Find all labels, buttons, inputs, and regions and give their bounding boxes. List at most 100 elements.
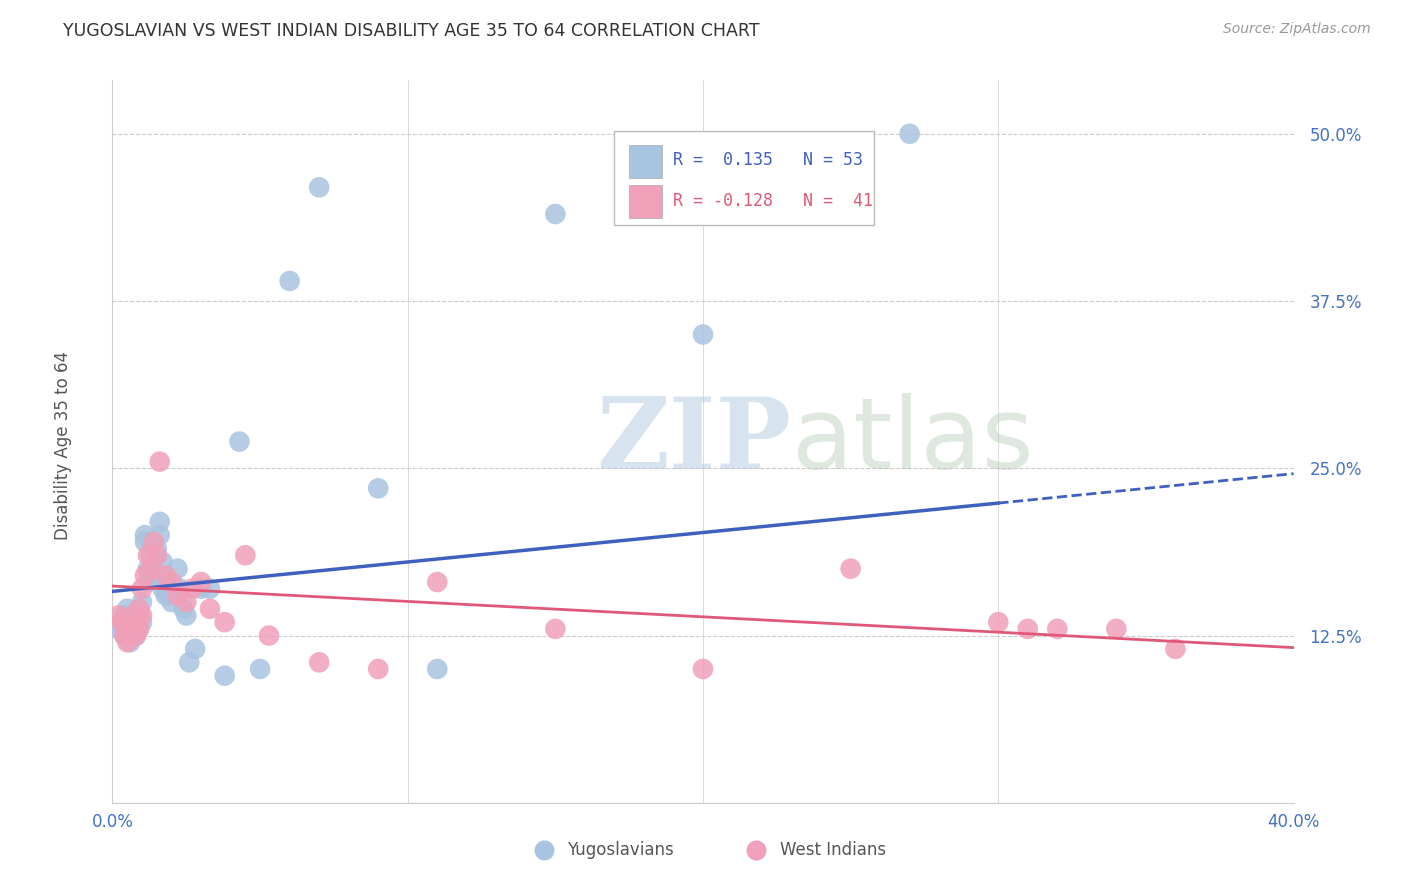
FancyBboxPatch shape: [628, 145, 662, 178]
Point: [136, 575, 159, 590]
Point: [367, 482, 389, 496]
Point: [898, 127, 921, 141]
Point: [426, 575, 449, 590]
Point: [134, 528, 156, 542]
Point: [233, 548, 256, 563]
Point: [131, 608, 153, 623]
Point: [110, 615, 132, 630]
Point: [1017, 622, 1039, 636]
Point: [120, 635, 142, 649]
Point: [257, 628, 280, 642]
FancyBboxPatch shape: [628, 185, 662, 218]
Point: [839, 562, 862, 576]
Text: R = -0.128   N =  41: R = -0.128 N = 41: [673, 192, 873, 210]
Point: [160, 595, 183, 609]
Point: [149, 528, 172, 542]
Point: [149, 515, 172, 529]
Point: [160, 575, 183, 590]
Point: [149, 455, 172, 469]
Point: [112, 628, 135, 642]
Point: [174, 595, 197, 609]
Point: [155, 575, 177, 590]
Point: [426, 662, 449, 676]
Point: [249, 662, 271, 676]
Point: [179, 655, 201, 669]
Point: [136, 548, 159, 563]
Point: [131, 582, 153, 596]
Point: [198, 582, 221, 596]
Point: [198, 602, 221, 616]
Point: [112, 628, 135, 642]
Point: [190, 582, 212, 596]
Point: [155, 589, 177, 603]
Text: Source: ZipAtlas.com: Source: ZipAtlas.com: [1223, 22, 1371, 37]
Point: [174, 608, 197, 623]
Point: [122, 622, 145, 636]
FancyBboxPatch shape: [614, 131, 875, 225]
Point: [125, 628, 148, 642]
Point: [544, 622, 567, 636]
Point: [146, 541, 169, 556]
Text: ZIP: ZIP: [596, 393, 792, 490]
Point: [125, 615, 148, 630]
Point: [214, 669, 236, 683]
Point: [181, 582, 204, 596]
Point: [308, 180, 330, 194]
Point: [128, 602, 150, 616]
Point: [136, 562, 159, 576]
Point: [142, 562, 165, 576]
Point: [110, 615, 132, 630]
Point: [1178, 883, 1201, 892]
Point: [184, 642, 207, 657]
Point: [125, 608, 148, 623]
Point: [166, 562, 188, 576]
Point: [146, 548, 169, 563]
Point: [117, 622, 138, 636]
Text: YUGOSLAVIAN VS WEST INDIAN DISABILITY AGE 35 TO 64 CORRELATION CHART: YUGOSLAVIAN VS WEST INDIAN DISABILITY AG…: [63, 22, 759, 40]
Point: [112, 608, 135, 623]
Point: [367, 662, 389, 676]
Point: [128, 622, 150, 636]
Point: [117, 622, 138, 636]
Point: [122, 608, 145, 623]
Point: [1105, 622, 1128, 636]
Point: [120, 615, 142, 630]
Point: [117, 602, 138, 616]
Point: [692, 327, 714, 342]
Point: [214, 615, 236, 630]
Point: [172, 602, 194, 616]
Point: [107, 608, 129, 623]
Point: [128, 602, 150, 616]
Point: [134, 534, 156, 549]
Text: R =  0.135   N = 53: R = 0.135 N = 53: [673, 151, 863, 169]
Point: [131, 595, 153, 609]
Text: Disability Age 35 to 64: Disability Age 35 to 64: [55, 351, 72, 541]
Point: [131, 615, 153, 630]
Point: [139, 534, 162, 549]
Point: [163, 582, 186, 596]
Point: [142, 534, 165, 549]
Point: [155, 568, 177, 582]
Point: [1164, 642, 1187, 657]
Point: [128, 622, 150, 636]
Point: [142, 568, 165, 582]
Point: [987, 615, 1010, 630]
Text: atlas: atlas: [792, 393, 1033, 490]
Point: [169, 582, 191, 596]
Point: [308, 655, 330, 669]
Point: [544, 207, 567, 221]
Point: [122, 622, 145, 636]
Point: [278, 274, 301, 288]
Text: Yugoslavians: Yugoslavians: [567, 841, 673, 859]
Text: West Indians: West Indians: [780, 841, 886, 859]
Point: [134, 568, 156, 582]
Point: [152, 582, 174, 596]
Point: [139, 548, 162, 563]
Point: [1046, 622, 1069, 636]
Point: [107, 622, 129, 636]
Point: [190, 575, 212, 590]
Point: [228, 434, 250, 449]
Point: [122, 608, 145, 623]
Point: [120, 628, 142, 642]
Point: [152, 555, 174, 569]
